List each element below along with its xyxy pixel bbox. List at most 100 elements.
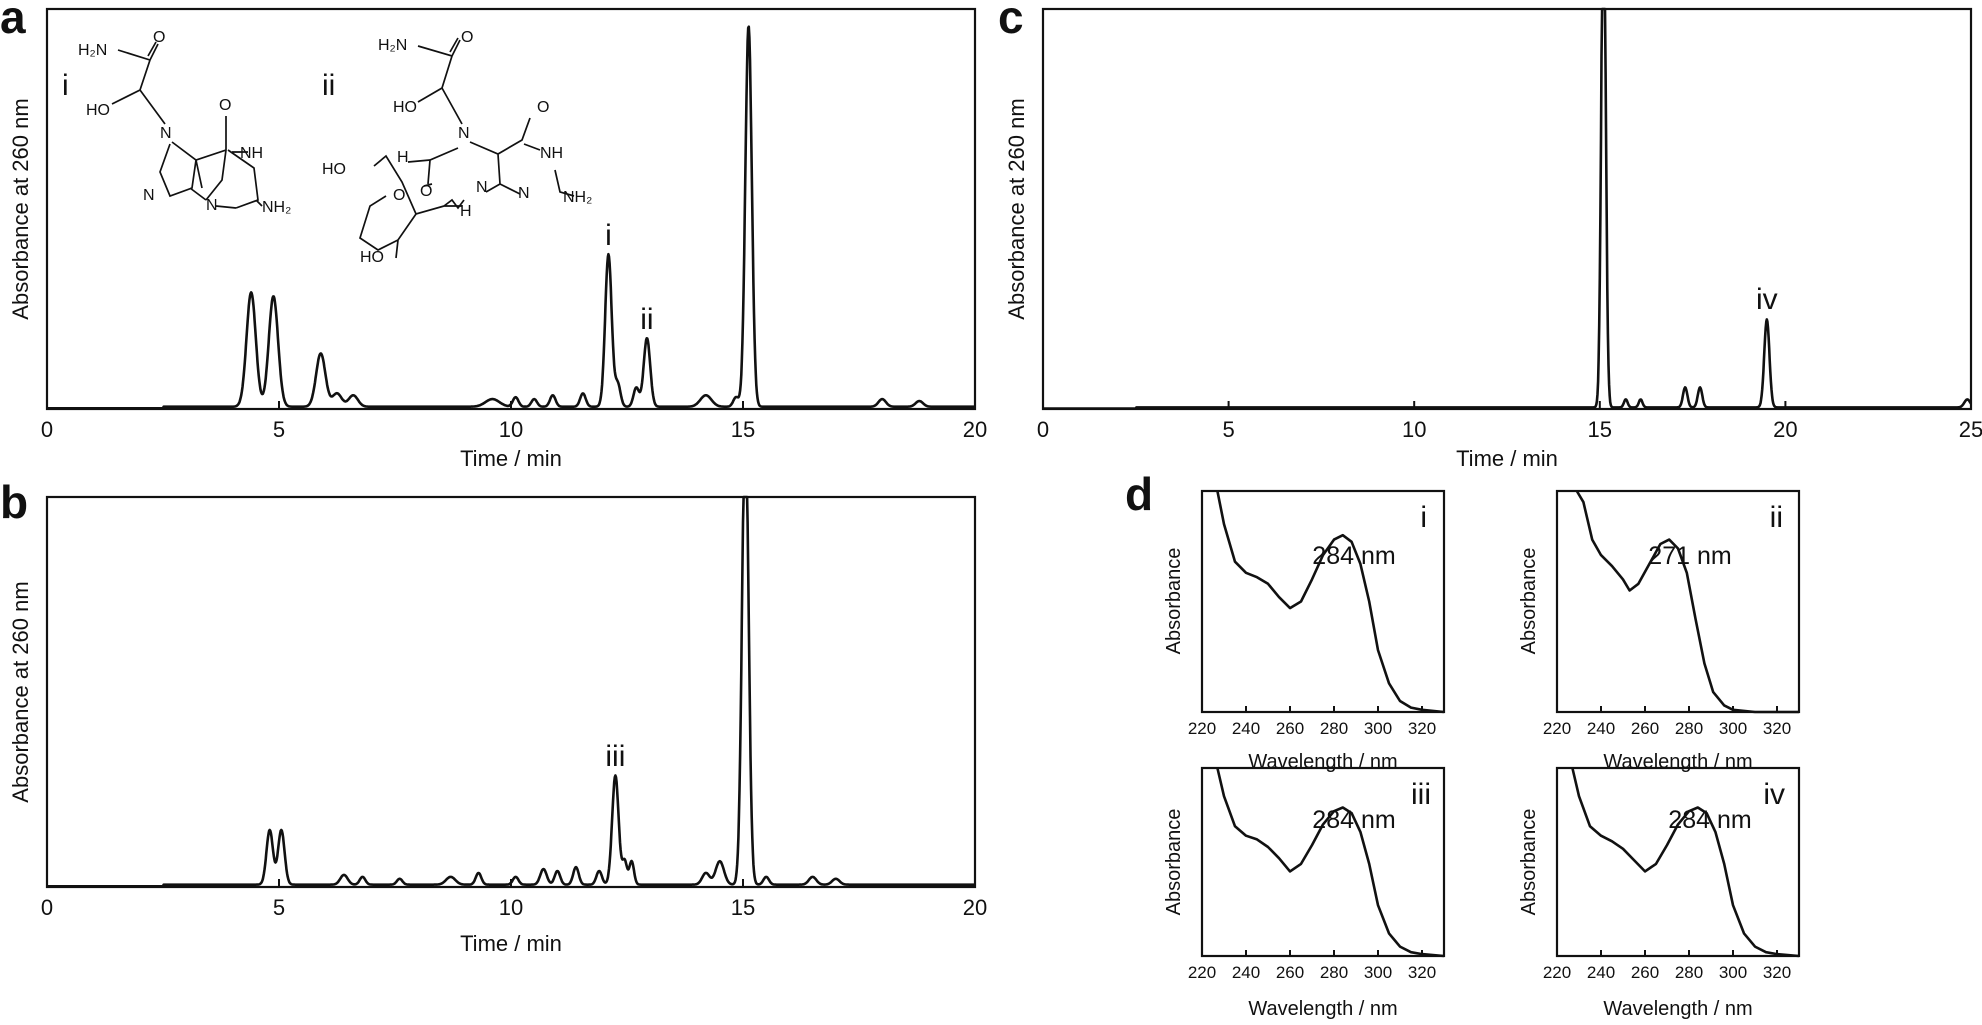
spectrum-peak-label-ii: 271 nm	[1648, 542, 1731, 570]
structure-ii: ii H₂N O HO N O NH H O N NH₂ HO O N H HO	[322, 29, 592, 266]
x-tick-label: 20	[963, 895, 987, 920]
x-tick-label: 240	[1232, 963, 1260, 982]
x-ticks-c: 0 5 10 15 20 25	[1037, 401, 1982, 442]
spectrum-panel-iv: 220 240 260 280 300 320 iv 284 nm Wavelength …	[1518, 766, 1801, 1020]
chem-atom-label: N	[160, 125, 172, 142]
x-tick-label: 320	[1408, 963, 1436, 982]
spectrum-id-label-iii: iii	[1411, 778, 1431, 811]
chem-atom-label: N	[206, 197, 218, 214]
chem-atom-label: H₂N	[78, 42, 107, 59]
x-tick-label: 220	[1188, 963, 1216, 982]
spectrum-y-axis-title-i: Absorbance	[1163, 548, 1185, 655]
spectrum-peak-label-iii: 284 nm	[1312, 806, 1395, 834]
chem-atom-label: H₂N	[378, 37, 407, 54]
x-ticks-b: 0 5 10 15 20	[41, 879, 987, 920]
x-tick-label: 240	[1587, 719, 1615, 738]
chromatogram-trace-a	[46, 25, 976, 410]
peak-label-iv: iv	[1756, 283, 1778, 316]
spectrum-id-label-i: i	[1420, 501, 1427, 534]
chromatogram-trace-b	[46, 495, 976, 888]
spectrum-panel-i: 220 240 260 280 300 320 i 284 nm Wavelength /…	[1163, 489, 1446, 773]
x-ticks-spectrum-iv: 220 240 260 280 300 320	[1543, 950, 1791, 982]
x-tick-label: 0	[41, 895, 53, 920]
x-ticks-spectrum-i: 220 240 260 280 300 320	[1188, 706, 1436, 738]
panel-letter-b: b	[0, 476, 28, 528]
x-tick-label: 260	[1631, 719, 1659, 738]
x-tick-label: 10	[499, 895, 523, 920]
chromatogram-panel-b: 0 5 10 15 20 iii Time / min Absorbance at 26…	[8, 495, 987, 956]
x-tick-label: 20	[963, 417, 987, 442]
x-tick-label: 320	[1763, 963, 1791, 982]
spectrum-id-label-iv: iv	[1763, 778, 1785, 811]
plot-frame-spectrum-iv	[1555, 766, 1801, 958]
chem-atom-label: HO	[322, 161, 346, 178]
chem-atom-label: HO	[86, 102, 110, 119]
x-tick-label: 300	[1719, 963, 1747, 982]
x-tick-label: 260	[1276, 719, 1304, 738]
x-tick-label: 15	[731, 895, 755, 920]
spectrum-trace-iii	[1216, 767, 1445, 958]
panel-letter-a: a	[0, 0, 26, 43]
chem-bonds-i	[111, 41, 263, 209]
spectrum-x-axis-title-iv: Wavelength / nm	[1603, 998, 1752, 1020]
structure-i: i H₂N O HO N O NH N N NH₂	[62, 29, 291, 216]
spectrum-y-axis-title-ii: Absorbance	[1518, 548, 1540, 655]
chem-atom-label: NH₂	[262, 199, 291, 216]
x-tick-label: 320	[1763, 719, 1791, 738]
spectrum-x-axis-title-ii: Wavelength / nm	[1603, 751, 1752, 773]
x-tick-label: 220	[1188, 719, 1216, 738]
chem-atom-label: N	[458, 125, 470, 142]
spectrum-x-axis-title-iii: Wavelength / nm	[1248, 998, 1397, 1020]
chem-atom-label: O	[393, 187, 405, 204]
x-tick-label: 320	[1408, 719, 1436, 738]
peak-label-iii: iii	[605, 740, 625, 773]
x-tick-label: 25	[1959, 417, 1982, 442]
plot-frame-b	[45, 495, 977, 889]
spectrum-trace-iv	[1571, 767, 1800, 958]
chem-atom-label: HO	[360, 249, 384, 266]
chem-atom-label: N	[518, 185, 530, 202]
x-tick-label: 0	[1037, 417, 1049, 442]
plot-frame-c	[1041, 7, 1973, 411]
x-axis-title-a: Time / min	[460, 446, 562, 471]
y-axis-title-b: Absorbance at 260 nm	[8, 581, 33, 802]
spectrum-trace-ii	[1575, 490, 1799, 714]
x-tick-label: 300	[1364, 719, 1392, 738]
x-tick-label: 300	[1364, 963, 1392, 982]
chem-atom-label: O	[537, 99, 549, 116]
peak-label-ii: ii	[640, 303, 653, 336]
spectrum-y-axis-title-iii: Absorbance	[1163, 809, 1185, 916]
y-axis-title-a: Absorbance at 260 nm	[8, 98, 33, 319]
x-tick-label: 5	[273, 417, 285, 442]
chem-atom-label: H	[397, 149, 409, 166]
spectrum-id-label-ii: ii	[1770, 501, 1783, 534]
x-tick-label: 10	[1402, 417, 1426, 442]
x-tick-label: 15	[731, 417, 755, 442]
spectrum-peak-label-iv: 284 nm	[1668, 806, 1751, 834]
x-tick-label: 10	[499, 417, 523, 442]
chem-atom-label: NH	[540, 145, 563, 162]
x-tick-label: 300	[1719, 719, 1747, 738]
x-tick-label: 260	[1631, 963, 1659, 982]
x-tick-label: 220	[1543, 719, 1571, 738]
x-axis-title-c: Time / min	[1456, 446, 1558, 471]
x-tick-label: 240	[1587, 963, 1615, 982]
x-ticks-spectrum-ii: 220 240 260 280 300 320	[1543, 706, 1791, 738]
chem-bonds-ii	[358, 37, 575, 259]
spectrum-panel-ii: 220 240 260 280 300 320 ii 271 nm Wavelength …	[1518, 489, 1801, 773]
y-axis-title-c: Absorbance at 260 nm	[1004, 98, 1029, 319]
chem-atom-label: O	[153, 29, 165, 46]
panel-letter-c: c	[998, 0, 1024, 43]
spectrum-panel-iii: 220 240 260 280 300 320 iii 284 nm Wavelength…	[1163, 766, 1446, 1020]
x-ticks-spectrum-iii: 220 240 260 280 300 320	[1188, 950, 1436, 982]
plot-frame-spectrum-ii	[1555, 489, 1801, 714]
x-tick-label: 5	[273, 895, 285, 920]
chromatogram-panel-c: 0 5 10 15 20 25 iv Time / min Absorbance at 2…	[1004, 7, 1982, 471]
x-tick-label: 240	[1232, 719, 1260, 738]
x-ticks-a: 0 5 10 15 20	[41, 401, 987, 442]
plot-frame-spectrum-i	[1200, 489, 1446, 714]
spectrum-peak-label-i: 284 nm	[1312, 542, 1395, 570]
peak-labels-b: iii	[605, 740, 625, 773]
chromatogram-panel-a: 0 5 10 15 20 iii Time / min Absorbance at 26…	[8, 7, 987, 471]
